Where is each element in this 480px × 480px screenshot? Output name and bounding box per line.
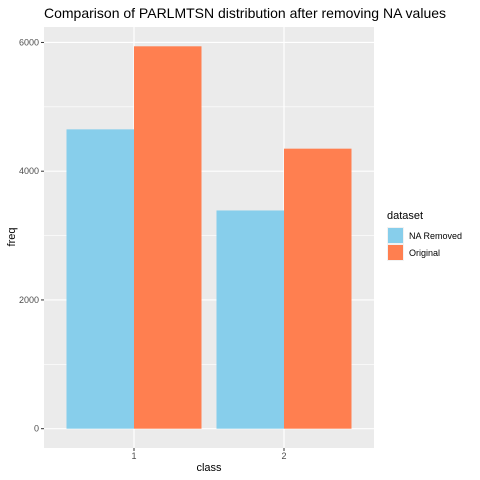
- legend-key: [388, 228, 403, 243]
- y-axis: 0 2000 4000 6000: [19, 37, 44, 433]
- x-axis-title: class: [196, 462, 222, 474]
- bar: [284, 149, 352, 429]
- legend-label: NA Removed: [409, 231, 462, 241]
- y-tick-label: 4000: [19, 166, 39, 176]
- bar: [67, 129, 135, 428]
- x-tick-label: 2: [281, 451, 286, 461]
- legend-key: [388, 245, 403, 260]
- y-tick-label: 0: [34, 424, 39, 434]
- x-tick-label: 1: [131, 451, 136, 461]
- chart-title: Comparison of PARLMTSN distribution afte…: [44, 5, 446, 21]
- y-axis-title: freq: [6, 228, 18, 247]
- y-tick-label: 6000: [19, 37, 39, 47]
- legend-label: Original: [409, 248, 440, 258]
- legend: dataset NA Removed Original: [387, 210, 462, 261]
- bar: [134, 46, 202, 428]
- legend-title: dataset: [387, 210, 423, 222]
- bar: [217, 210, 285, 428]
- y-tick-label: 2000: [19, 295, 39, 305]
